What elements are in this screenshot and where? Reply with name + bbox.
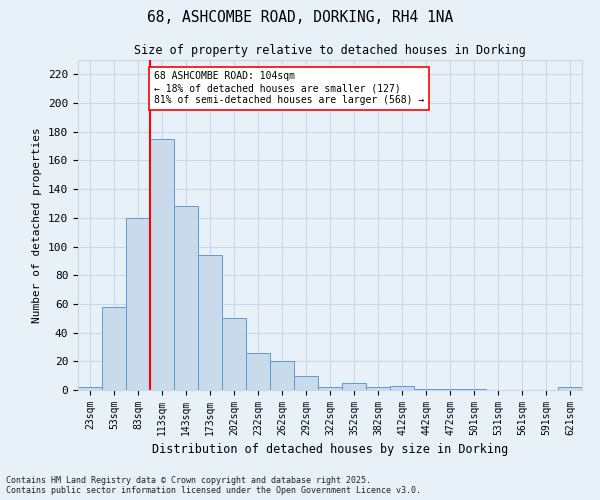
Bar <box>462 388 486 390</box>
Bar <box>150 139 174 390</box>
Bar <box>270 362 294 390</box>
Bar <box>246 352 270 390</box>
Bar <box>198 255 222 390</box>
Text: 68, ASHCOMBE ROAD, DORKING, RH4 1NA: 68, ASHCOMBE ROAD, DORKING, RH4 1NA <box>147 10 453 25</box>
Bar <box>126 218 150 390</box>
X-axis label: Distribution of detached houses by size in Dorking: Distribution of detached houses by size … <box>152 444 508 456</box>
Bar <box>174 206 198 390</box>
Bar <box>558 387 582 390</box>
Title: Size of property relative to detached houses in Dorking: Size of property relative to detached ho… <box>134 44 526 58</box>
Bar <box>102 307 126 390</box>
Bar <box>366 387 390 390</box>
Bar <box>342 383 366 390</box>
Bar <box>294 376 318 390</box>
Text: 68 ASHCOMBE ROAD: 104sqm
← 18% of detached houses are smaller (127)
81% of semi-: 68 ASHCOMBE ROAD: 104sqm ← 18% of detach… <box>154 72 424 104</box>
Text: Contains HM Land Registry data © Crown copyright and database right 2025.
Contai: Contains HM Land Registry data © Crown c… <box>6 476 421 495</box>
Bar <box>390 386 414 390</box>
Bar <box>438 388 462 390</box>
Y-axis label: Number of detached properties: Number of detached properties <box>32 127 43 323</box>
Bar <box>318 387 342 390</box>
Bar <box>78 387 102 390</box>
Bar <box>414 388 438 390</box>
Bar <box>222 318 246 390</box>
